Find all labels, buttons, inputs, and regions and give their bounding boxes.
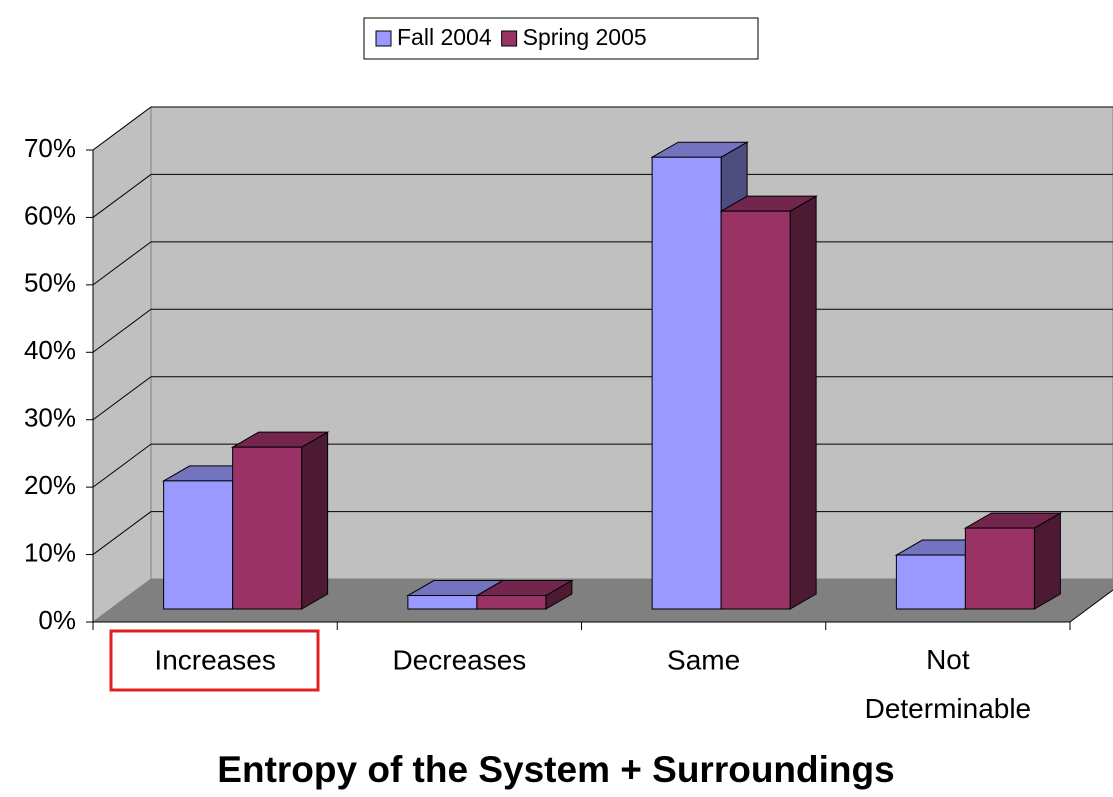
bar [651,156,722,610]
bar-side [301,431,329,610]
x-tick-label: Not Determinable [865,644,1032,724]
y-tick-label: 50% [24,268,76,298]
y-tick-label: 0% [38,605,76,635]
grid-line [92,443,152,488]
y-tick-label: 70% [24,133,76,163]
y-tick-label: 60% [24,200,76,230]
bar [895,554,966,610]
grid-line [92,376,152,421]
bar [476,595,547,610]
floor-edge [1069,589,1113,623]
y-tick-label: 10% [24,537,76,567]
grid-line [92,308,152,353]
bar-side [1033,512,1061,610]
x-tick-label: Same [667,644,740,675]
side-wall [92,106,152,623]
bar [407,595,478,610]
x-tick-label: Increases [154,644,275,675]
y-tick-label: 40% [24,335,76,365]
floor [93,579,1113,622]
bar [964,527,1035,610]
legend-swatch [375,30,392,47]
highlight-box [109,629,320,692]
x-tick-label: Decreases [392,644,526,675]
grid-line [92,174,152,218]
y-tick-label: 20% [24,470,76,500]
legend-swatch [501,30,518,47]
legend [363,17,759,60]
bar [720,210,791,610]
grid-line [92,511,152,555]
bar-side [789,195,817,610]
y-tick-label: 30% [24,403,76,433]
grid-line [92,106,152,151]
bar [232,446,303,610]
legend-label: Spring 2005 [523,24,647,50]
grid-line [92,241,152,286]
chart-title: Entropy of the System + Surroundings [217,749,894,790]
bar [163,480,234,610]
legend-label: Fall 2004 [397,24,492,50]
